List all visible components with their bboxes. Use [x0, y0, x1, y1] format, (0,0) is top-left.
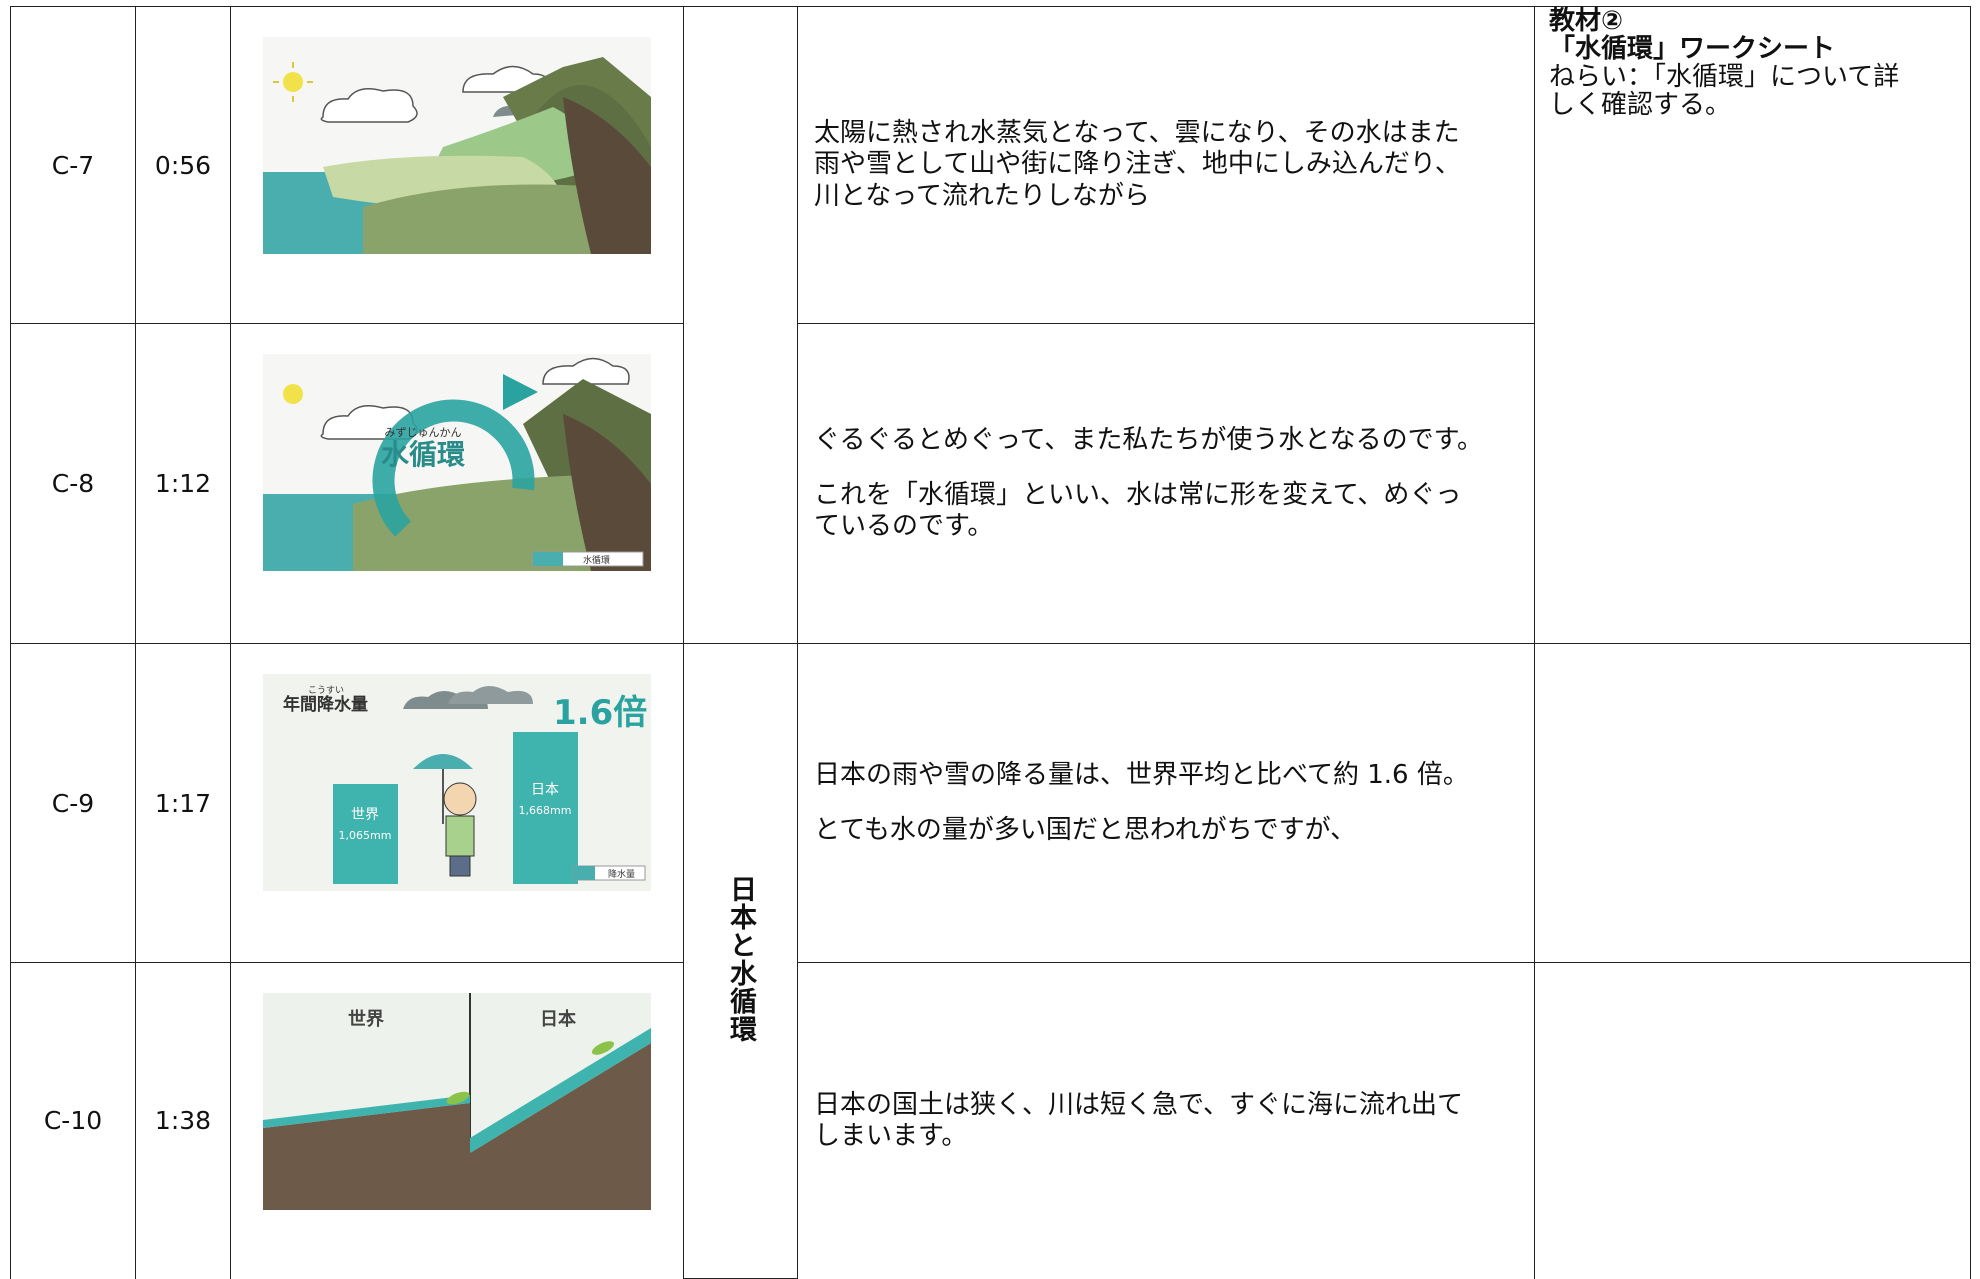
time: 1:38	[135, 962, 231, 1279]
material-subtitle: 「水循環」ワークシート	[1549, 34, 1836, 65]
thumbnail-cell: こうすい 年間降水量 1.6倍 世界 1,065mm 日本 1,668mm 降水…	[230, 643, 684, 963]
image-search: 水循環	[583, 554, 610, 566]
thumbnail: 世界 日本	[263, 993, 651, 1210]
image-ruby: こうすい	[308, 685, 344, 696]
scene-id: C-7	[10, 6, 136, 324]
narration: 日本の国土は狭く、川は短く急で、すぐに海に流れ出て しまいます。	[797, 962, 1535, 1279]
material-cell: 教材② 「水循環」ワークシート ねらい：「水循環」について詳 しく確認する。	[1534, 6, 1971, 644]
storyboard-table: C-7 0:56 太陽に熱され水蒸気となって、雲になり、その水はまた 雨や雪と	[10, 6, 1971, 1279]
thumbnail-cell: みずじゅんかん 水循環 水循環	[230, 323, 684, 644]
thumbnail: こうすい 年間降水量 1.6倍 世界 1,065mm 日本 1,668mm 降水…	[263, 674, 651, 891]
row: C-8 1:12 みずじゅんかん 水循環 水循環 ぐるぐる	[10, 323, 1971, 644]
row: C-7 0:56 太陽に熱され水蒸気となって、雲になり、その水はまた 雨や雪と	[10, 6, 1971, 644]
row: C-9 1:17 こうすい 年間降水量 1.6倍 世界 1,065mm 日本 1…	[10, 643, 1971, 1279]
theme-cell	[683, 6, 798, 644]
narration-text: 日本の雨や雪の降る量は、世界平均と比べて約 1.6 倍。	[814, 759, 1469, 790]
material-cell	[1534, 962, 1971, 1279]
narration-text: 太陽に熱され水蒸気となって、雲になり、その水はまた 雨や雪として山や街に降り注ぎ…	[814, 118, 1461, 211]
narration: 太陽に熱され水蒸気となって、雲になり、その水はまた 雨や雪として山や街に降り注ぎ…	[797, 6, 1535, 324]
thumbnail	[263, 37, 651, 254]
time: 0:56	[135, 6, 231, 324]
scene-id: C-10	[10, 962, 136, 1279]
narration-text: 日本の国土は狭く、川は短く急で、すぐに海に流れ出て しまいます。	[814, 1089, 1463, 1151]
narration-text: これを「水循環」といい、水は常に形を変えて、めぐっ ているのです。	[814, 479, 1462, 542]
image-title: 水循環	[381, 438, 466, 471]
material-cell	[1534, 643, 1971, 963]
narration: 日本の雨や雪の降る量は、世界平均と比べて約 1.6 倍。 とても水の量が多い国だ…	[797, 643, 1535, 963]
material-title: 教材②	[1549, 6, 1624, 36]
theme: 日本と水循環	[725, 875, 756, 1043]
time: 1:12	[135, 323, 231, 644]
material-aim: ねらい：「水循環」について詳 しく確認する。	[1549, 62, 1900, 121]
image-ruby: みずじゅんかん	[385, 426, 462, 439]
time: 1:17	[135, 643, 231, 963]
image-japan-amount: 1,668mm	[519, 804, 572, 817]
image-world: 世界	[348, 1009, 384, 1030]
image-world: 世界	[351, 807, 379, 823]
scene-id: C-8	[10, 323, 136, 644]
thumbnail: みずじゅんかん 水循環 水循環	[263, 354, 651, 571]
row: C-10 1:38 世界 日本 日本の国土は狭く、川は短く急で、すぐに海に流れ出…	[10, 962, 1971, 1279]
image-japan: 日本	[531, 782, 559, 798]
narration-text: ぐるぐるとめぐって、また私たちが使う水となるのです。	[814, 424, 1483, 455]
narration-text: とても水の量が多い国だと思われがちですが、	[814, 815, 1357, 845]
image-title: 年間降水量	[283, 694, 368, 715]
thumbnail-cell: 世界 日本	[230, 962, 684, 1279]
theme-cell: 日本と水循環	[683, 643, 798, 1279]
image-ratio: 1.6倍	[553, 693, 647, 733]
image-japan: 日本	[540, 1008, 576, 1030]
narration: ぐるぐるとめぐって、また私たちが使う水となるのです。 これを「水循環」といい、水…	[797, 323, 1535, 644]
image-search: 降水量	[608, 868, 635, 880]
scene-id: C-9	[10, 643, 136, 963]
thumbnail-cell	[230, 6, 684, 324]
image-world-amount: 1,065mm	[339, 829, 392, 842]
